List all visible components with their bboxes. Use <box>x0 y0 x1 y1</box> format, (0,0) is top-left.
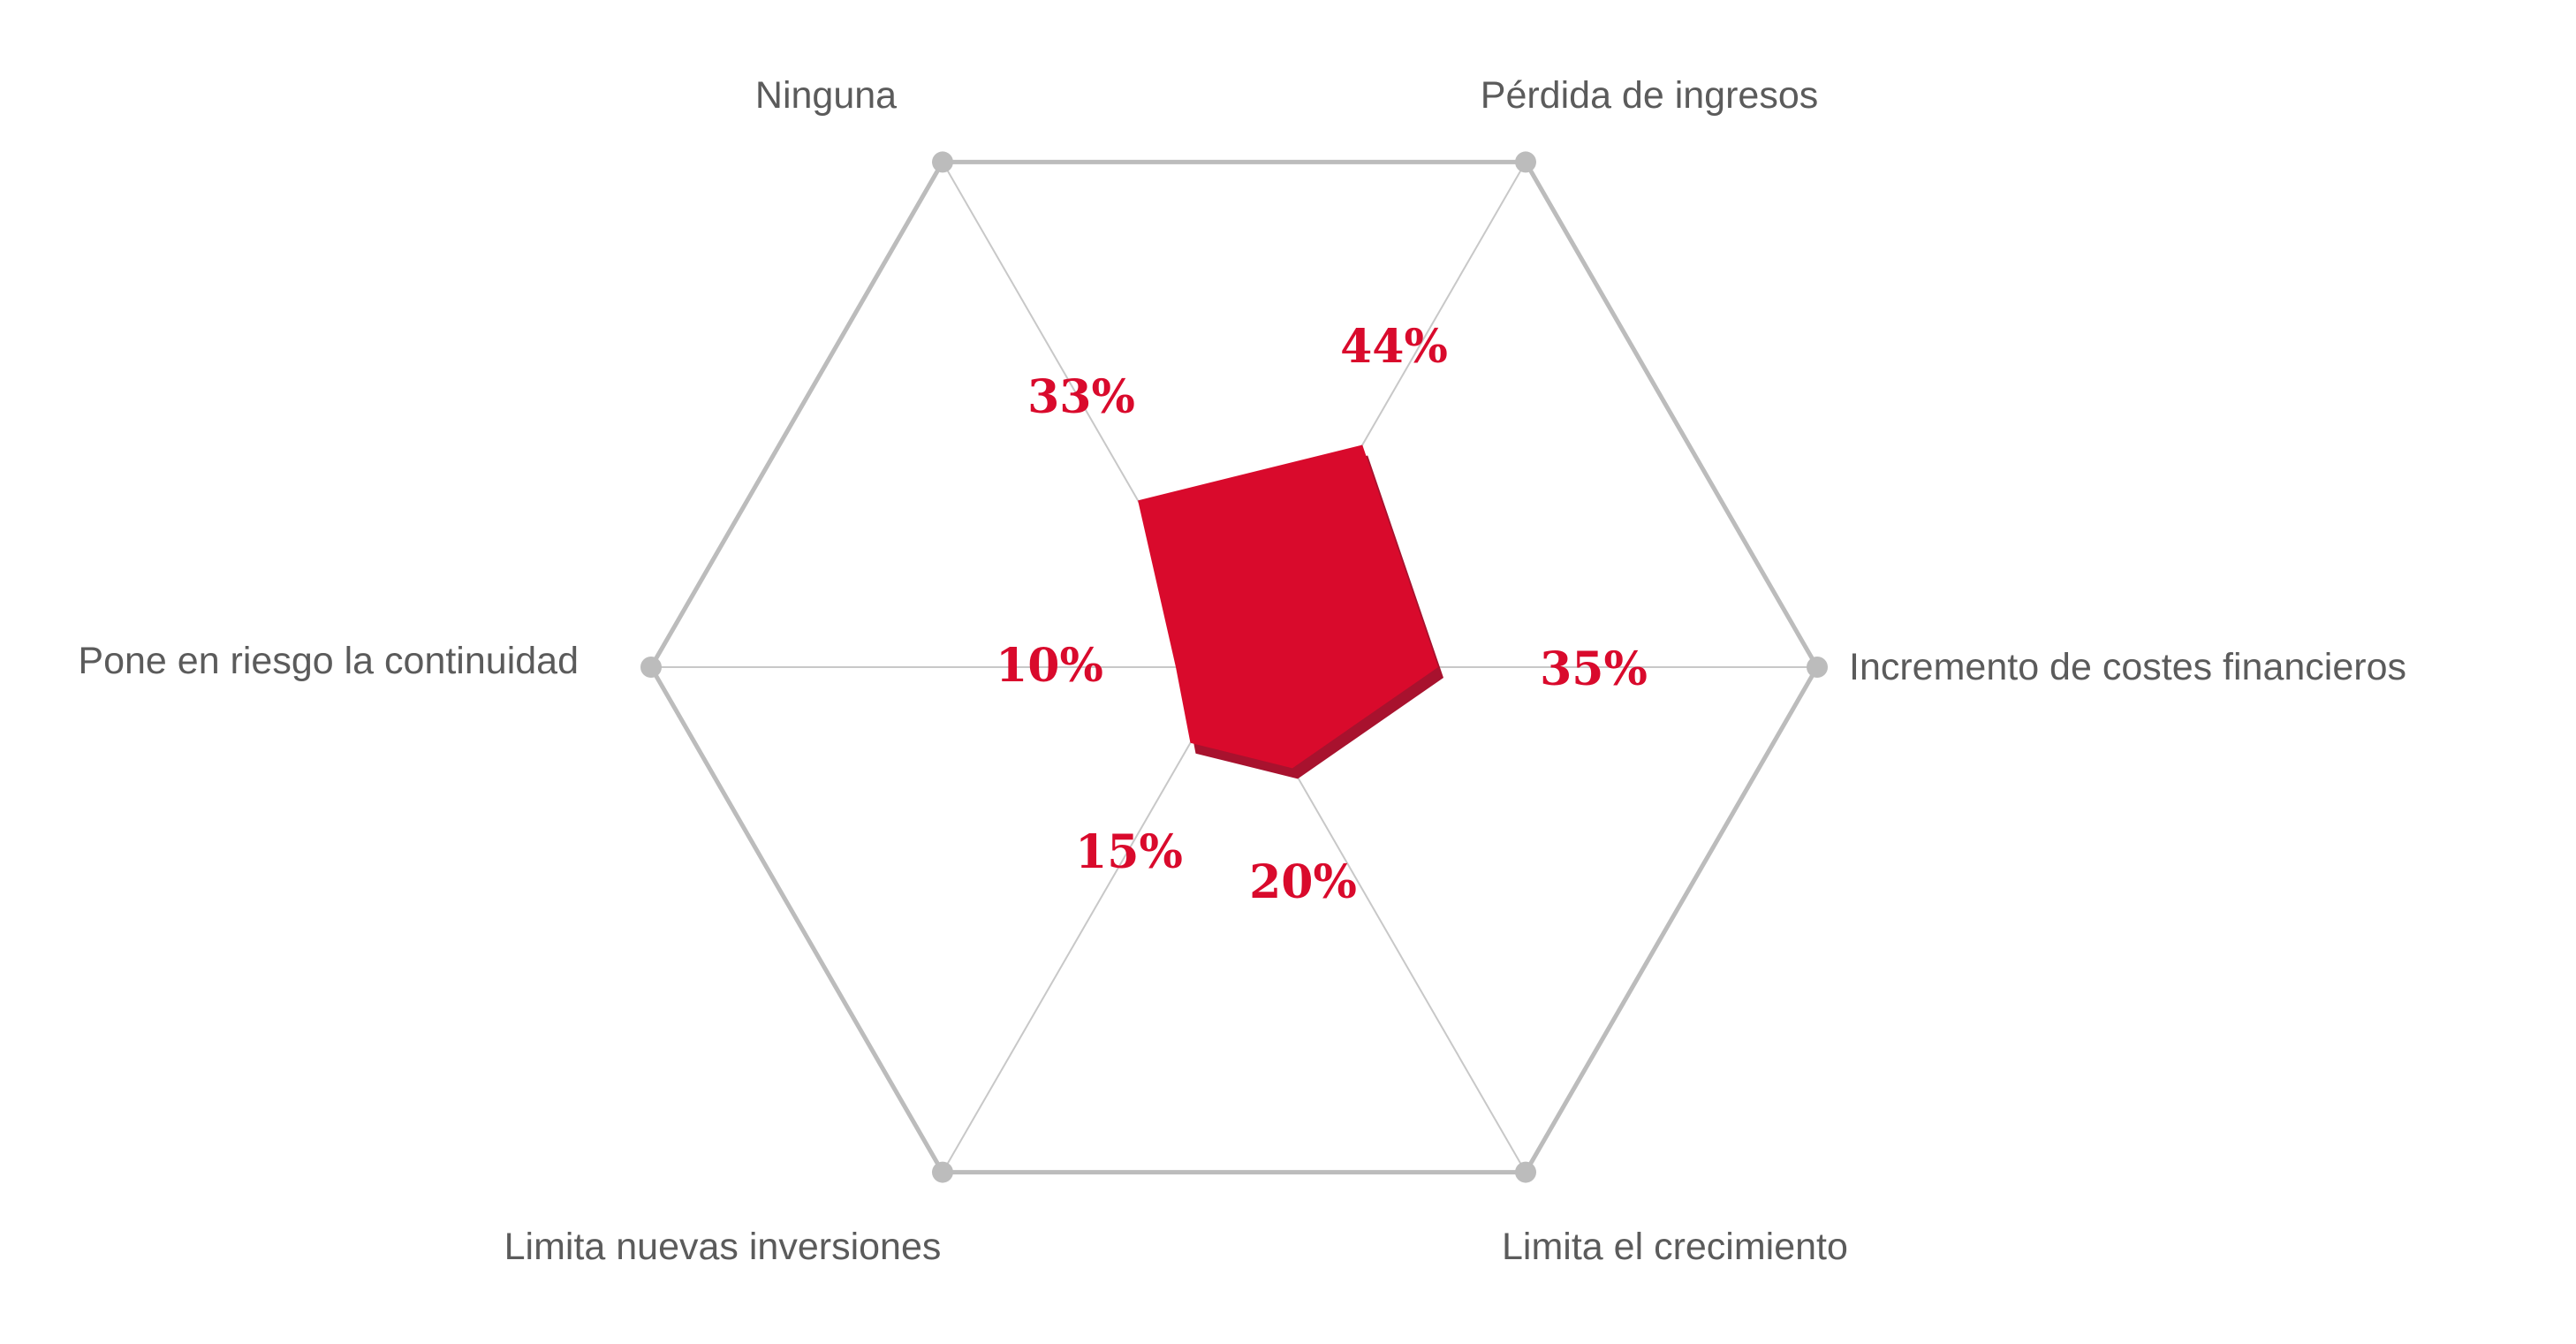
category-label: Limita nuevas inversiones <box>504 1226 942 1268</box>
value-label: 15% <box>1075 825 1183 879</box>
vertex-dot <box>1807 657 1828 678</box>
value-label: 33% <box>1027 370 1135 424</box>
vertex-dot <box>932 151 953 173</box>
category-label: Incremento de costes financieros <box>1849 646 2406 688</box>
vertex-dot <box>1515 1161 1536 1183</box>
category-label: Limita el crecimiento <box>1502 1226 1848 1268</box>
category-label: Pérdida de ingresos <box>1481 74 1818 117</box>
category-label: Pone en riesgo la continuidad <box>78 640 579 682</box>
vertex-dot <box>1515 151 1536 173</box>
value-label: 10% <box>996 639 1103 693</box>
vertex-dot <box>640 657 662 678</box>
radar-spoke <box>942 666 1235 1173</box>
value-label: 20% <box>1249 855 1357 909</box>
data-area <box>1138 444 1438 769</box>
category-label: Ninguna <box>755 74 897 117</box>
value-label: 35% <box>1540 642 1648 696</box>
value-label: 44% <box>1340 320 1448 374</box>
vertex-dot <box>932 1161 953 1183</box>
